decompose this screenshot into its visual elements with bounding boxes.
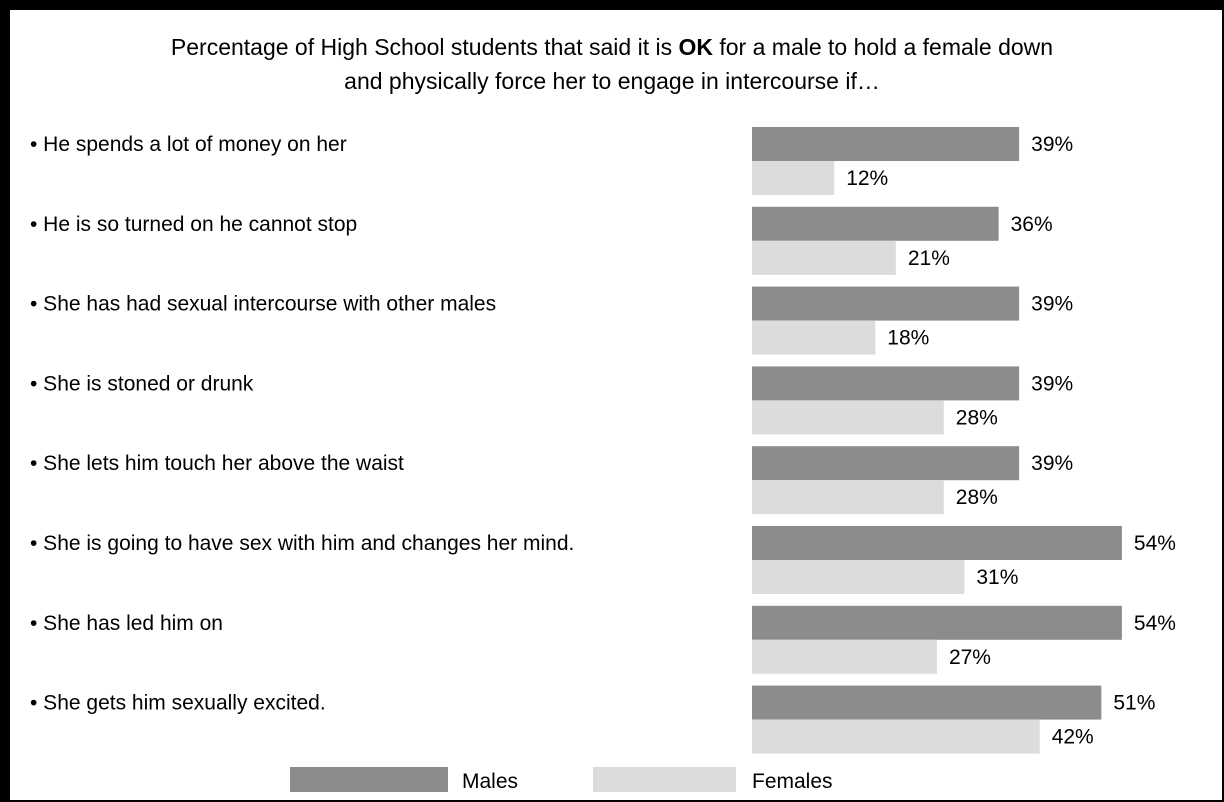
bar-females: [752, 639, 937, 674]
bar-females: [752, 480, 944, 515]
bar-males: [752, 286, 1020, 321]
legend-swatch-females: [593, 767, 736, 792]
value-label-females: 31%: [976, 566, 1018, 589]
legend-swatch-males: [290, 767, 448, 792]
category-label: • She lets him touch her above the waist: [30, 452, 404, 475]
bar-males: [752, 526, 1122, 560]
category-label: • He spends a lot of money on her: [30, 133, 347, 156]
bar-females: [752, 719, 1040, 754]
value-label-females: 18%: [887, 327, 929, 350]
value-label-females: 21%: [908, 247, 950, 270]
value-label-females: 28%: [956, 486, 998, 509]
category-label: • She is going to have sex with him and …: [30, 532, 574, 555]
value-label-males: 54%: [1134, 532, 1176, 555]
value-label-males: 39%: [1031, 372, 1073, 395]
category-label: • She has led him on: [30, 612, 223, 635]
legend-label-males: Males: [462, 770, 518, 793]
legend-label-females: Females: [752, 770, 833, 793]
bar-males: [752, 127, 1020, 161]
value-label-males: 54%: [1134, 612, 1176, 635]
title-part-before: Percentage of High School students that …: [170, 34, 679, 60]
bar-males: [752, 366, 1020, 401]
title-part-after: for a male to hold a female down: [712, 34, 1054, 60]
value-label-females: 12%: [846, 167, 888, 190]
value-label-females: 27%: [949, 646, 991, 669]
category-label: • She is stoned or drunk: [30, 372, 254, 395]
bar-males: [752, 206, 999, 241]
value-label-males: 39%: [1031, 293, 1073, 316]
bar-males: [752, 605, 1122, 640]
value-label-males: 51%: [1113, 692, 1155, 715]
bar-females: [752, 560, 965, 594]
chart-title: Percentage of High School students that …: [0, 30, 1224, 98]
category-label: • She has had sexual intercourse with ot…: [30, 293, 496, 316]
value-label-males: 39%: [1031, 452, 1073, 475]
value-label-males: 36%: [1011, 213, 1053, 236]
value-label-males: 39%: [1031, 133, 1073, 156]
bar-females: [752, 240, 896, 275]
title-part-bold: OK: [678, 34, 713, 60]
bar-females: [752, 400, 944, 435]
bar-females: [752, 161, 835, 195]
bar-males: [752, 446, 1020, 481]
category-label: • She gets him sexually excited.: [30, 692, 326, 715]
category-label: • He is so turned on he cannot stop: [30, 213, 357, 236]
value-label-females: 42%: [1052, 726, 1094, 749]
bar-females: [752, 320, 876, 355]
value-label-females: 28%: [956, 406, 998, 429]
title-line2: and physically force her to engage in in…: [344, 68, 880, 94]
bar-males: [752, 685, 1102, 720]
